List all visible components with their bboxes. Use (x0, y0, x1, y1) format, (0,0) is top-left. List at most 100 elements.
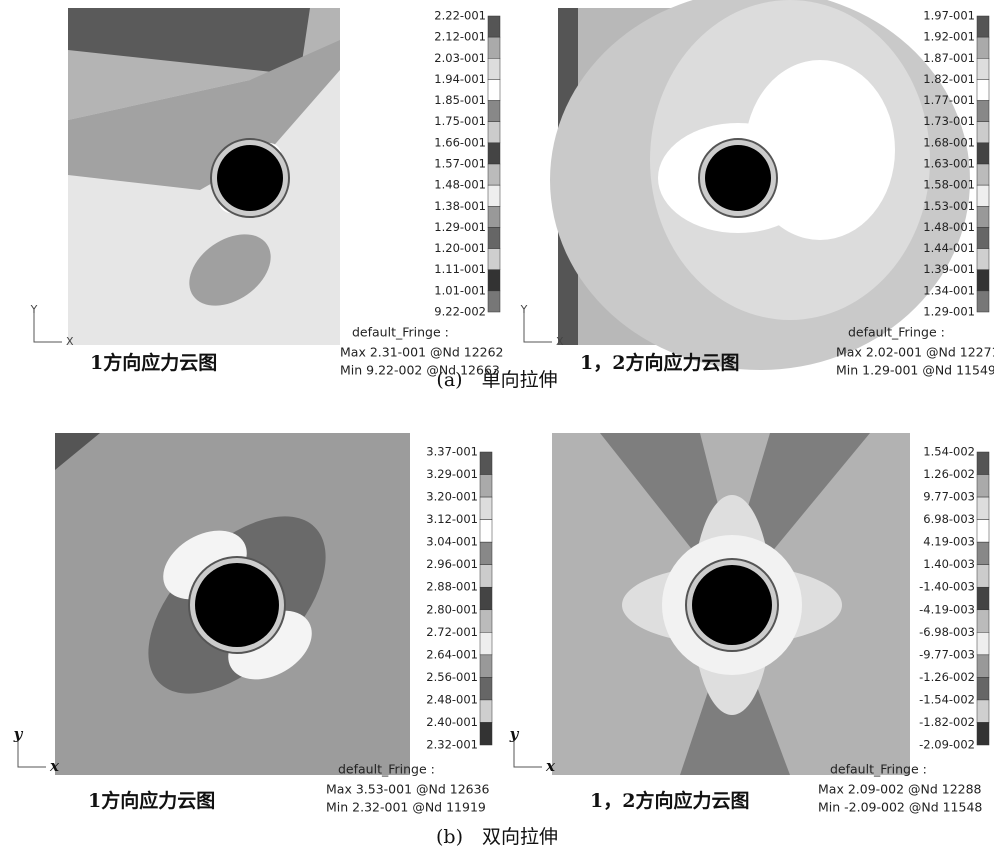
colorbar-swatch (480, 632, 492, 655)
colorbar-swatch (977, 520, 989, 543)
colorbar-label: 1.38-001 (434, 199, 486, 213)
fringe-label: default_Fringe : (338, 762, 435, 777)
colorbar-swatch (488, 291, 500, 312)
colorbar-label: 1.87-001 (923, 51, 975, 65)
panel-title: 1，2方向应力云图 (590, 789, 749, 812)
max-label: Max 2.31-001 @Nd 12262 (340, 345, 504, 360)
colorbar-label: 1.58-001 (923, 178, 975, 192)
colorbar-label: 1.77-001 (923, 93, 975, 107)
colorbar-swatch (480, 542, 492, 565)
colorbar-swatch (977, 565, 989, 588)
colorbar-swatch (488, 164, 500, 185)
colorbar-label: -4.19-003 (919, 602, 975, 616)
colorbar-label: 3.12-001 (426, 512, 478, 526)
colorbar-label: 2.22-001 (434, 9, 486, 23)
colorbar-label: 2.64-001 (426, 647, 478, 661)
colorbar-swatch (977, 122, 989, 143)
axis-y-label: Y (30, 303, 38, 316)
colorbar-swatch (488, 101, 500, 122)
min-label: Min 2.32-001 @Nd 11919 (326, 800, 486, 815)
colorbar-swatch (488, 227, 500, 248)
colorbar-label: 1.44-001 (923, 241, 975, 255)
colorbar-swatch (977, 452, 989, 475)
hole (692, 565, 772, 645)
colorbar-swatch (977, 206, 989, 227)
colorbar-label: 1.92-001 (923, 30, 975, 44)
contour-panel: 1.54-0021.26-0029.77-0036.98-0034.19-003… (509, 433, 989, 815)
colorbar-label: 1.73-001 (923, 114, 975, 128)
colorbar-swatch (977, 632, 989, 655)
colorbar-swatch (488, 37, 500, 58)
colorbar-swatch (977, 700, 989, 723)
colorbar-label: 9.77-003 (923, 490, 975, 504)
colorbar-swatch (488, 249, 500, 270)
colorbar-label: 1.34-001 (923, 283, 975, 297)
colorbar-label: 6.98-003 (923, 512, 975, 526)
colorbar-swatch (480, 610, 492, 633)
colorbar-swatch (977, 587, 989, 610)
colorbar-label: 1.97-001 (923, 9, 975, 23)
axis-x-label: x (545, 757, 556, 775)
colorbar-swatch (480, 452, 492, 475)
colorbar-label: -1.26-002 (919, 670, 975, 684)
colorbar-swatch (480, 677, 492, 700)
colorbar-swatch (977, 722, 989, 745)
colorbar-swatch (977, 610, 989, 633)
panel-title: 1方向应力云图 (90, 351, 217, 374)
axis-y-label: Y (520, 303, 528, 316)
colorbar-label: 2.56-001 (426, 670, 478, 684)
colorbar-swatch (480, 497, 492, 520)
colorbar-swatch (977, 249, 989, 270)
colorbar-label: 2.80-001 (426, 602, 478, 616)
colorbar-swatch (977, 270, 989, 291)
colorbar-label: 2.03-001 (434, 51, 486, 65)
colorbar-label: 1.53-001 (923, 199, 975, 213)
colorbar-swatch (488, 79, 500, 100)
colorbar-swatch (977, 79, 989, 100)
max-label: Max 2.02-001 @Nd 12271 (836, 345, 994, 360)
axis-y-label: y (509, 725, 520, 743)
colorbar-label: 2.12-001 (434, 30, 486, 44)
min-label: Min 9.22-002 @Nd 12663 (340, 363, 500, 378)
colorbar-label: 9.22-002 (434, 305, 486, 319)
colorbar-swatch (480, 565, 492, 588)
contour-panel: 3.37-0013.29-0013.20-0013.12-0013.04-001… (13, 433, 492, 815)
colorbar-label: 1.11-001 (434, 262, 486, 276)
hole (195, 563, 279, 647)
colorbar-label: 1.57-001 (434, 157, 486, 171)
colorbar-label: 3.37-001 (426, 445, 478, 459)
colorbar-swatch (977, 497, 989, 520)
colorbar-swatch (480, 520, 492, 543)
colorbar-label: -1.54-002 (919, 692, 975, 706)
colorbar-label: -1.82-002 (919, 715, 975, 729)
colorbar-label: -9.77-003 (919, 647, 975, 661)
colorbar-swatch (977, 58, 989, 79)
colorbar-swatch (480, 722, 492, 745)
colorbar-label: 1.75-001 (434, 114, 486, 128)
max-label: Max 2.09-002 @Nd 12288 (818, 782, 982, 797)
colorbar-label: 3.04-001 (426, 535, 478, 549)
fringe-label: default_Fringe : (352, 325, 449, 340)
figure: (a) 单向拉伸 (b) 双向拉伸 2.22-0012.12-0012.03-0… (0, 0, 994, 852)
colorbar-label: 1.82-001 (923, 72, 975, 86)
colorbar-label: 1.68-001 (923, 135, 975, 149)
fringe-label: default_Fringe : (848, 325, 945, 340)
colorbar-label: 2.40-001 (426, 715, 478, 729)
colorbar-label: 2.32-001 (426, 738, 478, 752)
colorbar-swatch (977, 16, 989, 37)
colorbar-label: 1.01-001 (434, 283, 486, 297)
colorbar-label: 1.66-001 (434, 135, 486, 149)
panel-title: 1，2方向应力云图 (580, 351, 739, 374)
colorbar-label: 1.29-001 (923, 305, 975, 319)
axis-y-label: y (13, 725, 24, 743)
colorbar-label: 1.94-001 (434, 72, 486, 86)
colorbar-swatch (488, 185, 500, 206)
axis-x-label: X (66, 335, 74, 348)
colorbar-swatch (977, 227, 989, 248)
colorbar-label: 1.26-002 (923, 467, 975, 481)
colorbar-swatch (977, 143, 989, 164)
colorbar-swatch (977, 164, 989, 185)
colorbar-label: 4.19-003 (923, 535, 975, 549)
colorbar-label: 3.29-001 (426, 467, 478, 481)
colorbar-swatch (480, 700, 492, 723)
